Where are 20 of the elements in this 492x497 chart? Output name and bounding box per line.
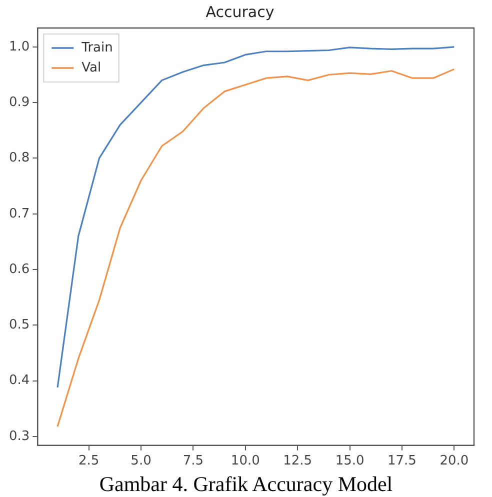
x-tick-label: 5.0 [130, 454, 152, 469]
y-tick-label: 0.3 [8, 428, 30, 444]
y-tick-label: 0.8 [8, 150, 30, 166]
x-tick-label: 17.5 [388, 454, 416, 469]
x-tick-label: 20.0 [440, 454, 469, 469]
y-tick-label: 0.4 [8, 373, 30, 388]
legend-label: Train [80, 40, 113, 56]
chart-title: Accuracy [206, 2, 274, 21]
text: Gambar 4. Grafik Accuracy Model [98, 472, 394, 496]
x-tick-label: 2.5 [78, 454, 100, 469]
x-tick-label: 10.0 [230, 454, 260, 469]
legend-label: Val [82, 60, 102, 76]
y-tick-label: 1.0 [8, 39, 30, 54]
y-tick-label: 0.6 [8, 262, 30, 277]
y-tick-label: 0.7 [8, 206, 30, 222]
x-tick-label: 15.0 [335, 454, 364, 469]
y-tick-label: 0.9 [8, 94, 30, 110]
x-tick-label: 7.5 [182, 454, 204, 469]
y-tick-label: 0.5 [8, 318, 30, 333]
x-tick-label: 12.5 [283, 454, 312, 469]
